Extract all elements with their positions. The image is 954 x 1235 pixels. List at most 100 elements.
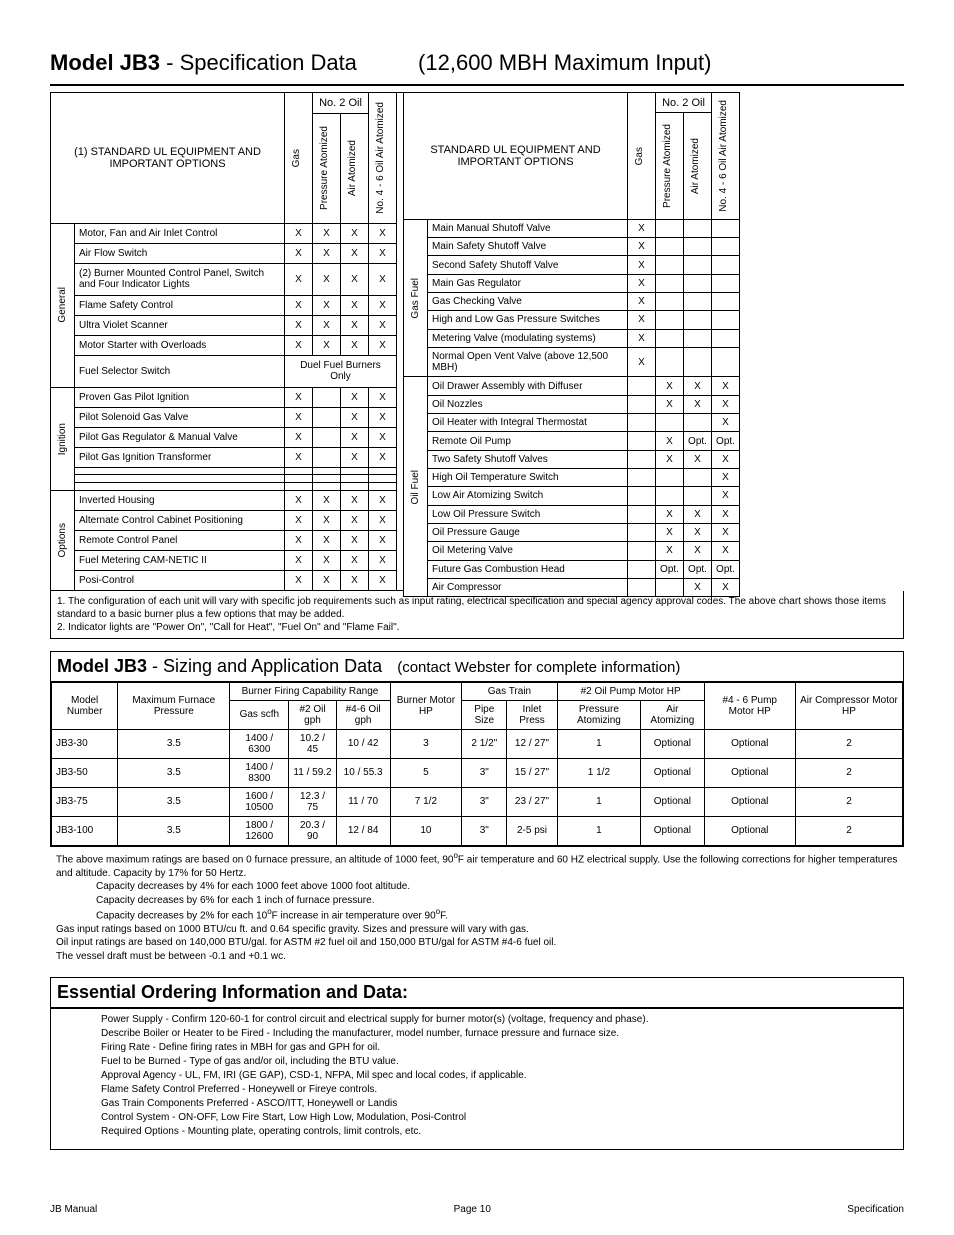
mark-cell: X — [285, 263, 313, 295]
row-label: Future Gas Combustion Head — [428, 560, 628, 578]
sizing-cell: 2-5 psi — [507, 816, 557, 845]
sizing-cell: 1 — [557, 787, 641, 816]
sizing-note: Capacity decreases by 6% for each 1 inch… — [56, 894, 898, 908]
sizing-cell: 2 1/2" — [462, 729, 507, 758]
mark-cell: X — [285, 550, 313, 570]
mark-cell — [628, 395, 656, 413]
row-label: Oil Drawer Assembly with Diffuser — [428, 377, 628, 395]
sizing-table: Model Number Maximum Furnace Pressure Bu… — [51, 682, 903, 846]
row-label: High Oil Temperature Switch — [428, 468, 628, 486]
mark-cell — [656, 329, 684, 347]
equipment-footnotes: 1. The configuration of each unit will v… — [50, 591, 904, 639]
mark-cell: X — [341, 407, 369, 427]
mark-cell: X — [712, 505, 740, 523]
mark-cell: X — [684, 450, 712, 468]
mark-cell — [684, 256, 712, 274]
mark-cell: X — [313, 510, 341, 530]
mark-cell — [313, 427, 341, 447]
mark-cell: X — [369, 530, 397, 550]
sizing-cell: 3" — [462, 816, 507, 845]
mark-cell — [628, 542, 656, 560]
sizing-cell: Optional — [641, 758, 704, 787]
mark-cell: X — [313, 295, 341, 315]
group-label: Options — [51, 490, 75, 590]
col-gas: Gas — [289, 145, 304, 171]
mark-cell: X — [712, 450, 740, 468]
sizing-note: Gas input ratings based on 1000 BTU/cu f… — [56, 923, 898, 937]
mark-cell: X — [656, 542, 684, 560]
mark-cell — [712, 219, 740, 237]
mark-cell: X — [285, 490, 313, 510]
ordering-item: Gas Train Components Preferred - ASCO/IT… — [101, 1097, 897, 1111]
mark-cell: X — [313, 315, 341, 335]
sizing-cell: 10.2 / 45 — [289, 729, 336, 758]
mark-cell — [684, 329, 712, 347]
row-label: Fuel Metering CAM-NETIC II — [75, 550, 285, 570]
row-label — [75, 475, 285, 483]
sizing-note: Capacity decreases by 2% for each 10oF i… — [56, 907, 898, 923]
mark-cell: X — [285, 427, 313, 447]
mark-cell: X — [712, 468, 740, 486]
sizing-cell: 10 / 42 — [336, 729, 390, 758]
row-label: Low Oil Pressure Switch — [428, 505, 628, 523]
mark-cell — [684, 487, 712, 505]
row-label: Main Manual Shutoff Valve — [428, 219, 628, 237]
row-label: Remote Oil Pump — [428, 432, 628, 450]
mark-cell — [313, 447, 341, 467]
sizing-cell: 12 / 84 — [336, 816, 390, 845]
sizing-cell: 12 / 27" — [507, 729, 557, 758]
sizing-cell: 1 — [557, 816, 641, 845]
model-label: Model JB3 — [50, 50, 160, 75]
sizing-cell: Optional — [704, 816, 795, 845]
mark-cell: X — [684, 395, 712, 413]
equip-right-table: STANDARD UL EQUIPMENT AND IMPORTANT OPTI… — [403, 92, 740, 597]
col-no2-oil: No. 2 Oil — [313, 93, 369, 114]
sizing-cell: Optional — [704, 787, 795, 816]
mark-cell: X — [712, 377, 740, 395]
mark-cell: X — [369, 315, 397, 335]
row-label: High and Low Gas Pressure Switches — [428, 311, 628, 329]
mark-cell: X — [313, 530, 341, 550]
mark-cell: X — [313, 490, 341, 510]
mark-cell: Opt. — [712, 560, 740, 578]
mark-cell: X — [285, 295, 313, 315]
sizing-cell: 1400 / 6300 — [230, 729, 289, 758]
mark-cell: X — [341, 295, 369, 315]
mark-cell: X — [712, 523, 740, 541]
mark-cell: X — [369, 335, 397, 355]
sizing-cell: 3.5 — [118, 787, 230, 816]
row-label: Second Safety Shutoff Valve — [428, 256, 628, 274]
mark-cell: X — [285, 223, 313, 243]
sizing-cell: Optional — [704, 729, 795, 758]
row-label: Fuel Selector Switch — [75, 355, 285, 387]
mark-cell: X — [369, 550, 397, 570]
sizing-cell: 2 — [795, 787, 902, 816]
mark-cell: X — [313, 335, 341, 355]
sizing-cell: 2 — [795, 758, 902, 787]
mark-cell — [656, 274, 684, 292]
sizing-cell: 1800 / 12600 — [230, 816, 289, 845]
row-label — [75, 483, 285, 491]
mark-cell — [313, 467, 341, 475]
mark-cell: X — [285, 335, 313, 355]
mark-cell: X — [285, 407, 313, 427]
mark-cell: Opt. — [712, 432, 740, 450]
ordering-item: Power Supply - Confirm 120-60-1 for cont… — [101, 1013, 897, 1027]
group-label: Oil Fuel — [404, 377, 428, 597]
mark-cell: X — [656, 432, 684, 450]
footer-center: Page 10 — [454, 1204, 491, 1215]
mark-cell — [684, 468, 712, 486]
mark-cell: X — [684, 542, 712, 560]
sizing-cell: JB3-50 — [52, 758, 118, 787]
mark-cell: X — [313, 243, 341, 263]
mark-cell — [712, 256, 740, 274]
row-label: Main Gas Regulator — [428, 274, 628, 292]
mark-cell: Opt. — [656, 560, 684, 578]
mark-cell — [656, 487, 684, 505]
mark-cell: X — [341, 263, 369, 295]
mark-cell: X — [285, 387, 313, 407]
ordering-item: Approval Agency - UL, FM, IRI (GE GAP), … — [101, 1069, 897, 1083]
sizing-cell: 3.5 — [118, 729, 230, 758]
mark-cell: X — [628, 219, 656, 237]
mark-cell — [656, 292, 684, 310]
